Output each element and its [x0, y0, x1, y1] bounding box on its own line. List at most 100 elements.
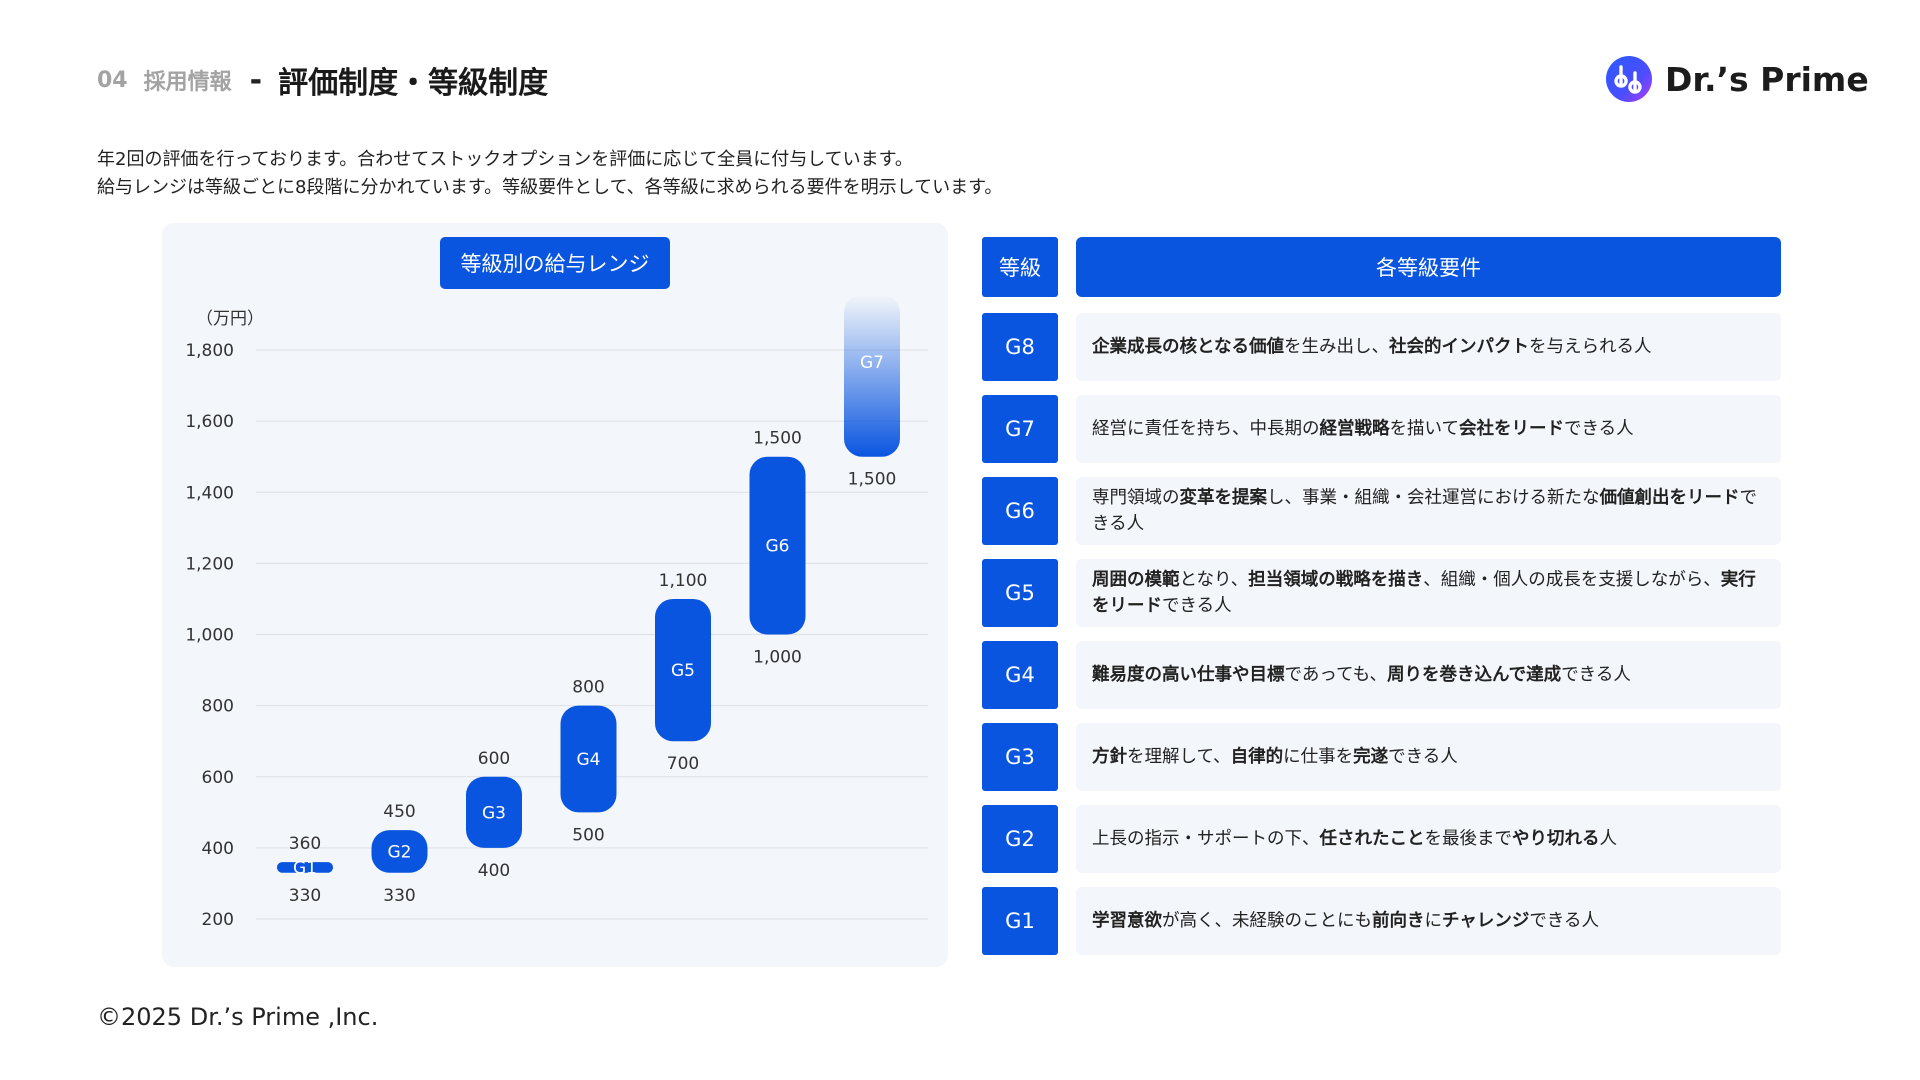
- grade-badge: G8: [982, 313, 1058, 381]
- grade-badge: G4: [982, 641, 1058, 709]
- requirement-text: 経営に責任を持ち、中長期の経営戦略を描いて会社をリードできる人: [1076, 395, 1781, 463]
- requirement-fragment: 専門領域の: [1092, 488, 1180, 508]
- requirement-keyword: やり切れる: [1512, 829, 1600, 849]
- copyright: ©2025 Dr.’s Prime ,Inc.: [97, 1003, 379, 1031]
- salary-range-bar: [844, 295, 900, 457]
- requirement-fragment: できる人: [1561, 665, 1631, 685]
- requirement-row: G4 難易度の高い仕事や目標であっても、周りを巻き込んで達成できる人: [982, 641, 1782, 709]
- salary-range-chart: （万円） 200 400 600 800 1,000 1,200 1,400 1,600 1,80…: [185, 295, 928, 930]
- chart-title: 等級別の給与レンジ: [440, 237, 670, 289]
- bar-grade-label: G5: [671, 661, 695, 681]
- page-title: 評価制度・等級制度: [278, 66, 549, 101]
- requirement-keyword: 価値創出をリード: [1599, 488, 1740, 508]
- requirement-text: 周囲の模範となり、担当領域の戦略を描き、組織・個人の成長を支援しながら、実行をリ…: [1076, 559, 1781, 627]
- salary-range-bar: [655, 598, 711, 742]
- requirements-column-header: 各等級要件: [1076, 237, 1781, 297]
- grade-badge: G7: [982, 395, 1058, 463]
- requirement-fragment: 経営に責任を持ち、中長期の: [1092, 419, 1320, 439]
- bar-grade-label: G2: [388, 842, 412, 862]
- requirement-fragment: できる人: [1092, 488, 1757, 534]
- bar-grade-label: G4: [577, 750, 601, 770]
- requirement-keyword: チャレンジ: [1442, 911, 1530, 931]
- company-logo: Dr.’s Prime: [1605, 55, 1869, 103]
- bar-low-label: 700: [667, 754, 699, 774]
- requirement-fragment: を最後まで: [1424, 829, 1513, 849]
- salary-range-bar: [560, 705, 617, 813]
- requirement-row: G5 周囲の模範となり、担当領域の戦略を描き、組織・個人の成長を支援しながら、実行…: [982, 559, 1782, 627]
- intro-text: 年2回の評価を行っております。合わせてストックオプションを評価に応じて全員に付与…: [97, 146, 1002, 202]
- logo-text: Dr.’s Prime: [1665, 59, 1869, 99]
- requirement-keyword: 企業成長の核となる価値: [1092, 337, 1284, 357]
- title-separator: -: [249, 62, 263, 98]
- grade-column-header: 等級: [982, 237, 1058, 297]
- intro-line: 給与レンジは等級ごとに8段階に分かれています。等級要件として、各等級に求められる…: [97, 177, 1003, 198]
- requirement-fragment: に仕事を: [1283, 747, 1354, 767]
- y-tick-label: 200: [202, 910, 234, 930]
- salary-range-bar: [749, 456, 806, 635]
- salary-range-bar: [277, 862, 333, 873]
- bar-grade-label: G3: [482, 803, 506, 823]
- requirement-row: G3 方針を理解して、自律的に仕事を完遂できる人: [982, 723, 1782, 791]
- requirement-keyword: 任されたこと: [1319, 829, 1425, 849]
- requirement-fragment: が高く、未経験のことにも: [1162, 911, 1372, 931]
- grade-badge: G6: [982, 477, 1058, 545]
- requirement-fragment: 、組織・個人の成長を支援しながら、: [1423, 570, 1721, 590]
- salary-range-bar: [371, 830, 428, 873]
- y-axis-label: （万円）: [196, 309, 264, 329]
- requirement-row: G8 企業成長の核となる価値を生み出し、社会的インパクトを与えられる人: [982, 313, 1782, 381]
- requirement-text: 方針を理解して、自律的に仕事を完遂できる人: [1076, 723, 1781, 791]
- requirement-fragment: できる人: [1563, 419, 1634, 439]
- bar-low-label: 400: [478, 861, 510, 881]
- section-number: 04: [97, 67, 128, 93]
- requirement-keyword: 難易度の高い仕事や目標: [1092, 665, 1285, 685]
- requirement-keyword: 経営戦略: [1319, 419, 1390, 439]
- bar-high-label: 450: [383, 802, 415, 822]
- logo-mark-icon: [1606, 56, 1652, 102]
- requirement-fragment: 人: [1599, 829, 1618, 849]
- y-tick-label: 1,000: [185, 626, 234, 646]
- requirement-keyword: 周囲の模範: [1092, 570, 1180, 590]
- requirement-row: G7 経営に責任を持ち、中長期の経営戦略を描いて会社をリードできる人: [982, 395, 1782, 463]
- requirement-keyword: 学習意欲: [1092, 911, 1162, 931]
- requirement-fragment: できる人: [1388, 747, 1458, 767]
- grade-badge: G3: [982, 723, 1058, 791]
- y-tick-label: 600: [202, 768, 234, 788]
- salary-range-bar: [466, 776, 522, 848]
- requirement-keyword: 方針: [1092, 747, 1127, 767]
- requirement-text: 学習意欲が高く、未経験のことにも前向きにチャレンジできる人: [1076, 887, 1781, 955]
- bar-grade-label: G1: [293, 858, 317, 878]
- y-tick-label: 1,200: [185, 554, 234, 574]
- requirement-keyword: 前向き: [1372, 911, 1425, 931]
- requirement-fragment: に: [1424, 911, 1443, 931]
- bar-high-label: 1,500: [753, 429, 802, 449]
- bar-high-label: 800: [572, 678, 604, 698]
- requirement-row: G1 学習意欲が高く、未経験のことにも前向きにチャレンジできる人: [982, 887, 1782, 955]
- bar-low-label: 330: [289, 886, 321, 906]
- bar-high-label: 600: [478, 749, 510, 769]
- requirement-keyword: 完遂: [1353, 747, 1389, 767]
- requirement-text: 上長の指示・サポートの下、任されたことを最後までやり切れる人: [1076, 805, 1781, 873]
- grade-badge: G5: [982, 559, 1058, 627]
- requirement-fragment: を生み出し、: [1283, 337, 1389, 357]
- requirement-fragment: し、事業・組織・会社運営における新たな: [1267, 488, 1600, 508]
- requirement-fragment: 上長の指示・サポートの下、: [1092, 829, 1320, 849]
- bar-grade-label: G6: [766, 537, 790, 557]
- requirement-keyword: 会社をリード: [1458, 419, 1564, 439]
- bar-low-label: 1,000: [753, 648, 802, 668]
- requirement-row: G2 上長の指示・サポートの下、任されたことを最後までやり切れる人: [982, 805, 1782, 873]
- requirement-text: 難易度の高い仕事や目標であっても、周りを巻き込んで達成できる人: [1076, 641, 1781, 709]
- requirement-fragment: を理解して、: [1127, 747, 1231, 767]
- requirement-text: 企業成長の核となる価値を生み出し、社会的インパクトを与えられる人: [1076, 313, 1781, 381]
- requirement-keyword: 周りを巻き込んで達成: [1387, 665, 1562, 685]
- page-header: 04 採用情報 - 評価制度・等級制度: [97, 60, 549, 102]
- requirement-fragment: であっても、: [1284, 665, 1388, 685]
- requirement-fragment: となり、: [1179, 570, 1249, 590]
- requirement-fragment: を与えられる人: [1528, 337, 1652, 357]
- section-name: 採用情報: [143, 70, 232, 95]
- intro-line: 年2回の評価を行っております。合わせてストックオプションを評価に応じて全員に付与…: [97, 149, 913, 170]
- y-tick-label: 800: [202, 697, 234, 717]
- requirement-keyword: 社会的インパクト: [1388, 337, 1529, 357]
- requirement-row: G6 専門領域の変革を提案し、事業・組織・会社運営における新たな価値創出をリードで…: [982, 477, 1782, 545]
- requirement-fragment: できる人: [1529, 911, 1599, 931]
- requirement-keyword: 変革を提案: [1179, 488, 1268, 508]
